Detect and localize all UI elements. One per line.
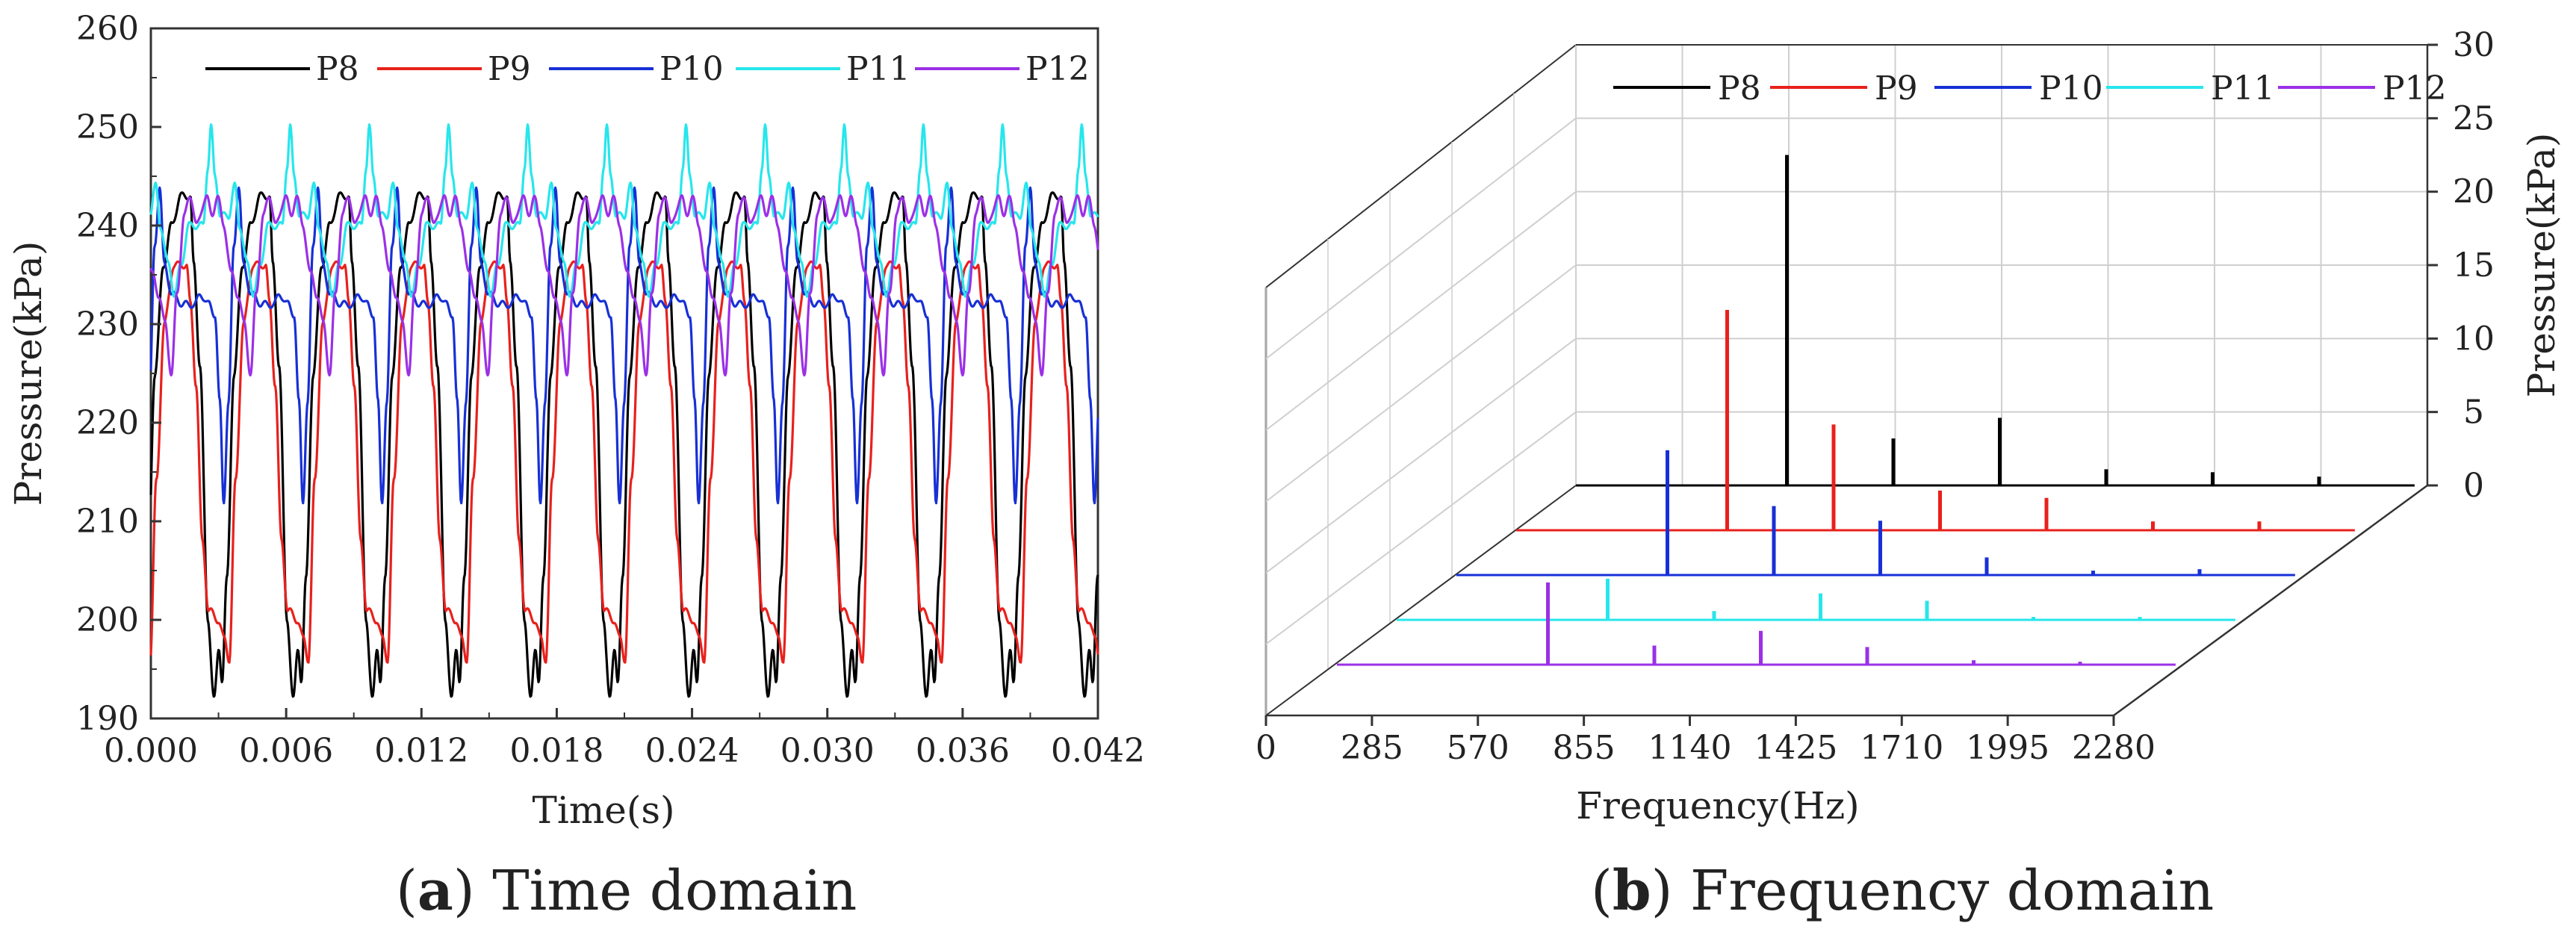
left-wall-grid xyxy=(1265,338,1577,574)
x-tick-label: 1140 xyxy=(1648,729,1732,767)
x-tick-label: 855 xyxy=(1553,729,1616,767)
x-tick-label: 570 xyxy=(1447,729,1509,767)
legend-label-p10: P10 xyxy=(659,50,724,88)
legend-label-p12: P12 xyxy=(1025,50,1090,88)
legend-label-p8: P8 xyxy=(1718,69,1761,108)
time-y-axis-label: Pressure(kPa) xyxy=(7,241,50,506)
time-axis-ticks: 0.000 0.006 0.012 0.018 0.024 0.030 0.036 0.042… xyxy=(76,10,1145,770)
x-tick-label: 0 xyxy=(1256,729,1276,767)
time-series-lines xyxy=(149,123,1099,698)
x-tick-label: 2280 xyxy=(2072,729,2156,767)
legend-label-p12: P12 xyxy=(2383,69,2447,108)
time-series-p9 xyxy=(149,260,1099,664)
left-wall-top-edge xyxy=(1265,44,1577,288)
z-tick-label: 0 xyxy=(2463,467,2484,505)
frequency-3d-grid xyxy=(1264,44,2429,717)
x-tick-label: 0.024 xyxy=(645,732,739,770)
legend-label-p8: P8 xyxy=(316,50,359,88)
time-series-p12 xyxy=(149,194,1099,377)
y-tick-label: 260 xyxy=(76,10,139,48)
floor-right-edge xyxy=(2113,484,2428,717)
caption-b: (b) Frequency domain xyxy=(1591,859,2214,923)
frequency-axis-ticks: 0 5 10 15 20 25 30 0 285 570 855 1140 1425 1710 1995 22… xyxy=(1256,26,2495,767)
y-tick-label: 230 xyxy=(76,305,139,344)
z-tick-label: 5 xyxy=(2463,394,2484,432)
z-tick-label: 25 xyxy=(2453,99,2495,137)
frequency-z-axis-label: Pressure(kPa) xyxy=(2520,133,2563,398)
time-legend: P8 P9 P10 P11 P12 xyxy=(205,50,1090,88)
legend-label-p9: P9 xyxy=(1875,69,1918,108)
floor-left-edge xyxy=(1265,485,1577,716)
legend-label-p10: P10 xyxy=(2039,69,2103,108)
legend-label-p11: P11 xyxy=(846,50,910,88)
caption-a-letter: a xyxy=(418,859,453,923)
x-tick-label: 0.018 xyxy=(509,732,603,770)
caption-b-letter: b xyxy=(1613,859,1651,923)
legend-label-p11: P11 xyxy=(2211,69,2275,108)
x-tick-label: 1995 xyxy=(1966,729,2049,767)
x-tick-label: 0.006 xyxy=(239,732,333,770)
left-wall-grid xyxy=(1265,117,1577,360)
y-tick-label: 200 xyxy=(76,601,139,639)
left-wall-grid xyxy=(1265,264,1577,503)
frequency-x-axis-label: Frequency(Hz) xyxy=(1576,784,1859,827)
z-tick-label: 10 xyxy=(2453,320,2495,358)
z-tick-label: 20 xyxy=(2453,173,2495,211)
time-series-p8 xyxy=(149,191,1099,698)
frequency-spectrum-bars xyxy=(1337,155,2415,666)
z-tick-label: 30 xyxy=(2453,26,2495,64)
legend-label-p9: P9 xyxy=(488,50,531,88)
z-tick-label: 15 xyxy=(2453,246,2495,285)
x-tick-label: 285 xyxy=(1341,729,1403,767)
left-wall-grid xyxy=(1265,190,1577,431)
frequency-domain-chart: 0 5 10 15 20 25 30 0 285 570 855 1140 1425 1710 1995 22… xyxy=(1256,26,2563,827)
caption-b-text: Frequency domain xyxy=(1690,859,2214,923)
time-series-p11 xyxy=(149,123,1099,298)
y-tick-label: 240 xyxy=(76,207,139,245)
x-tick-label: 0.042 xyxy=(1051,732,1145,770)
y-tick-label: 210 xyxy=(76,503,139,541)
time-domain-chart: 0.000 0.006 0.012 0.018 0.024 0.030 0.036 0.042… xyxy=(7,10,1145,832)
y-tick-label: 250 xyxy=(76,108,139,146)
x-tick-label: 0.012 xyxy=(374,732,468,770)
x-tick-label: 0.030 xyxy=(780,732,875,770)
x-tick-label: 0.036 xyxy=(916,732,1010,770)
x-tick-label: 1425 xyxy=(1754,729,1837,767)
caption-a: (a) Time domain xyxy=(396,859,857,923)
caption-a-text: Time domain xyxy=(492,859,857,923)
x-tick-label: 1710 xyxy=(1860,729,1943,767)
x-tick-label: 0.000 xyxy=(104,732,198,770)
y-tick-label: 220 xyxy=(76,404,139,442)
left-wall-grid xyxy=(1265,411,1577,645)
frequency-legend: P8 P9 P10 P11 P12 xyxy=(1613,69,2447,108)
time-x-axis-label: Time(s) xyxy=(532,789,674,832)
time-series-p10 xyxy=(149,186,1099,505)
y-tick-label: 190 xyxy=(76,700,139,738)
